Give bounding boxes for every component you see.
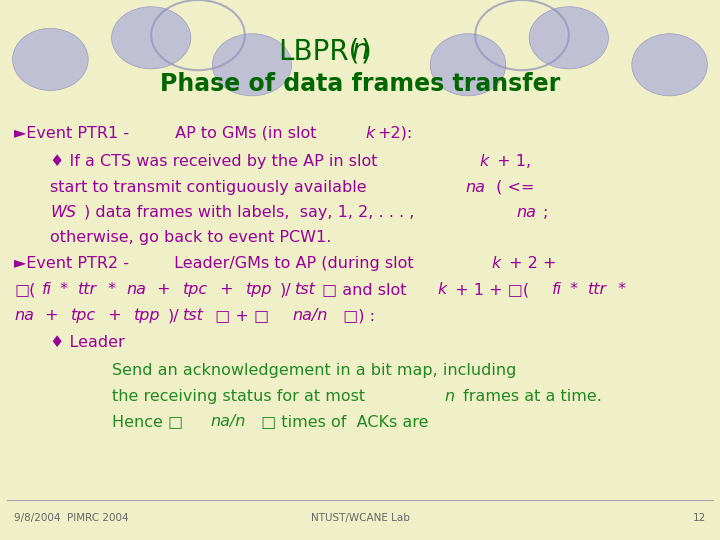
Text: □ times of  ACKs are: □ times of ACKs are bbox=[256, 414, 428, 429]
Text: +: + bbox=[103, 308, 127, 323]
Text: na: na bbox=[127, 282, 146, 298]
Text: k: k bbox=[438, 282, 447, 298]
Text: frames at a time.: frames at a time. bbox=[458, 389, 602, 404]
Text: + 1 + □(: + 1 + □( bbox=[449, 282, 528, 298]
Text: n: n bbox=[445, 389, 455, 404]
Text: k: k bbox=[480, 154, 489, 170]
Text: □) :: □) : bbox=[338, 308, 375, 323]
Text: ;: ; bbox=[542, 205, 548, 220]
Text: 12: 12 bbox=[693, 514, 706, 523]
Text: □(: □( bbox=[14, 282, 36, 298]
Text: Send an acknowledgement in a bit map, including: Send an acknowledgement in a bit map, in… bbox=[112, 363, 516, 379]
Text: start to transmit contiguously available: start to transmit contiguously available bbox=[50, 180, 372, 195]
Text: □ and slot: □ and slot bbox=[322, 282, 412, 298]
Text: tst: tst bbox=[295, 282, 316, 298]
Text: tpc: tpc bbox=[183, 282, 208, 298]
Text: na: na bbox=[517, 205, 536, 220]
Text: n: n bbox=[351, 37, 369, 65]
Text: k: k bbox=[492, 256, 501, 272]
Text: tst: tst bbox=[183, 308, 204, 323]
Ellipse shape bbox=[212, 33, 292, 96]
Text: *: * bbox=[564, 282, 583, 298]
Text: na: na bbox=[466, 180, 485, 195]
Text: ttr: ttr bbox=[78, 282, 97, 298]
Text: *: * bbox=[613, 282, 626, 298]
Text: ( <=: ( <= bbox=[491, 180, 535, 195]
Text: +: + bbox=[40, 308, 64, 323]
Text: k: k bbox=[365, 126, 374, 141]
Text: ) data frames with labels,  say, 1, 2, . . . ,: ) data frames with labels, say, 1, 2, . … bbox=[84, 205, 420, 220]
Text: +: + bbox=[215, 282, 239, 298]
Text: +2):: +2): bbox=[377, 126, 413, 141]
Text: LBPR(: LBPR( bbox=[279, 37, 360, 65]
Text: + 2 +: + 2 + bbox=[503, 256, 556, 272]
Text: ): ) bbox=[361, 37, 372, 65]
Text: otherwise, go back to event PCW1.: otherwise, go back to event PCW1. bbox=[50, 231, 332, 246]
Text: tpp: tpp bbox=[246, 282, 272, 298]
Text: the receiving status for at most: the receiving status for at most bbox=[112, 389, 370, 404]
Text: NTUST/WCANE Lab: NTUST/WCANE Lab bbox=[310, 514, 410, 523]
Text: *: * bbox=[103, 282, 121, 298]
Text: tpc: tpc bbox=[71, 308, 96, 323]
Text: na/n: na/n bbox=[210, 414, 246, 429]
Text: WS: WS bbox=[50, 205, 76, 220]
Ellipse shape bbox=[13, 28, 89, 90]
Text: tpp: tpp bbox=[134, 308, 161, 323]
Text: 9/8/2004  PIMRC 2004: 9/8/2004 PIMRC 2004 bbox=[14, 514, 129, 523]
Text: AP to GMs (in slot: AP to GMs (in slot bbox=[170, 126, 321, 141]
Text: + 1,: + 1, bbox=[492, 154, 531, 170]
Text: fi: fi bbox=[552, 282, 562, 298]
Text: ►Event PTR2 -: ►Event PTR2 - bbox=[14, 256, 135, 272]
Ellipse shape bbox=[112, 6, 191, 69]
Text: ♦ Leader: ♦ Leader bbox=[50, 335, 125, 350]
Text: +: + bbox=[152, 282, 176, 298]
Text: □ + □: □ + □ bbox=[210, 308, 274, 323]
Text: ♦ If a CTS was received by the AP in slot: ♦ If a CTS was received by the AP in slo… bbox=[50, 154, 383, 170]
Text: na/n: na/n bbox=[293, 308, 328, 323]
Text: fi: fi bbox=[42, 282, 52, 298]
Text: Leader/GMs to AP (during slot: Leader/GMs to AP (during slot bbox=[169, 256, 419, 272]
Text: ttr: ttr bbox=[588, 282, 607, 298]
Ellipse shape bbox=[431, 33, 505, 96]
Text: Phase of data frames transfer: Phase of data frames transfer bbox=[160, 72, 560, 96]
Ellipse shape bbox=[632, 33, 707, 96]
Ellipse shape bbox=[529, 6, 608, 69]
Text: *: * bbox=[55, 282, 73, 298]
Text: )/: )/ bbox=[280, 282, 292, 298]
Text: na: na bbox=[14, 308, 35, 323]
Text: Hence □: Hence □ bbox=[112, 414, 188, 429]
Text: ►Event PTR1 -: ►Event PTR1 - bbox=[14, 126, 135, 141]
Text: )/: )/ bbox=[168, 308, 179, 323]
